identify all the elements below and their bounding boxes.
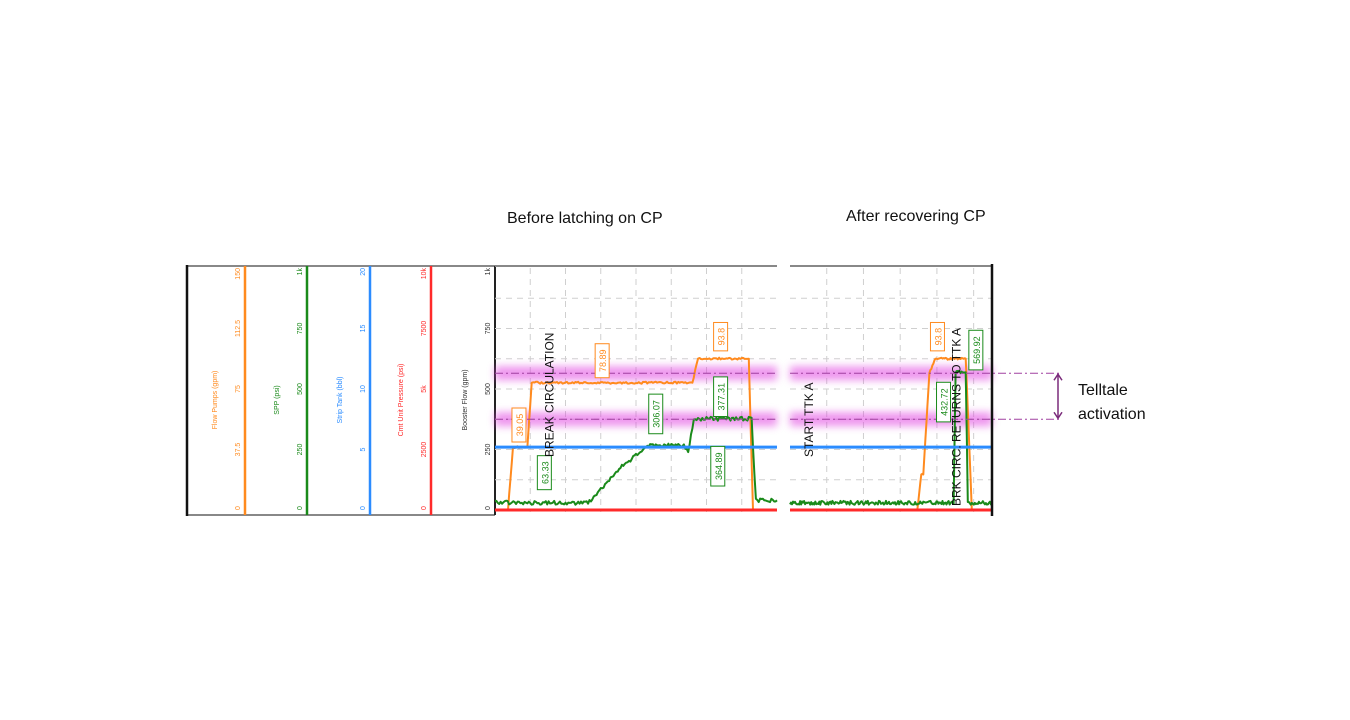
axis-tick-label: 150 [235, 268, 242, 280]
series-line-spp [789, 369, 993, 506]
axis-tick-label: 0 [360, 506, 367, 510]
series-line-flow [495, 356, 777, 511]
value-label-text: 377.31 [717, 383, 727, 411]
before-title: Before latching on CP [507, 210, 663, 227]
value-label-text: 39.05 [515, 414, 525, 437]
axis-tick-label: 250 [297, 444, 304, 456]
value-label-box [929, 321, 945, 352]
value-label: 569.92 [968, 329, 984, 371]
value-label-text: 93.8 [933, 328, 943, 346]
axis-tick-label: 0 [485, 506, 492, 510]
telltale-label: Telltale activation [1078, 382, 1146, 423]
axis-title-strip: Strip Tank (bbl) [337, 377, 344, 424]
value-label-box [648, 393, 664, 435]
value-label-text: 569.92 [972, 336, 982, 364]
value-label-box [936, 381, 952, 423]
axis-title-booster: Booster Flow (gpm) [462, 369, 469, 430]
value-label-box [511, 407, 527, 443]
axis-tick-label: 75 [235, 385, 242, 393]
value-label: 306.07 [648, 393, 664, 435]
value-label: 63.33 [536, 455, 552, 491]
axis-tick-label: 0 [421, 506, 428, 510]
value-label: 377.31 [713, 376, 729, 417]
after-title: After recovering CP [846, 208, 986, 225]
value-label: 93.8 [713, 321, 729, 352]
axis-tick-label: 250 [485, 444, 492, 456]
value-label-text: 78.89 [598, 349, 608, 372]
value-label: 78.89 [594, 343, 610, 379]
axis-tick-label: 10 [360, 385, 367, 393]
value-label: 93.8 [929, 321, 945, 352]
axis-tick-label: 500 [485, 383, 492, 395]
axis-title-flow: Flow Pumps (gpm) [212, 371, 219, 430]
axis-tick-label: 20 [360, 268, 367, 276]
axis-tick-label: 2500 [421, 442, 428, 458]
axis-tick-label: 0 [297, 506, 304, 510]
axis-tick-label: 1k [485, 268, 492, 276]
value-label: 364.89 [710, 445, 726, 487]
axis-title-spp: SPP (psi) [274, 385, 281, 414]
axis-title-cmt: Cmt Unit Pressure (psi) [398, 364, 405, 437]
event-label: START TTK A [802, 383, 816, 457]
axis-tick-label: 1k [297, 268, 304, 276]
panel-2: 93.8 432.72 569.92 START TTK A BRK CIRC. RET… [789, 265, 1060, 512]
value-label-box [710, 445, 726, 487]
value-label-text: 63.33 [540, 461, 550, 484]
axis-tick-label: 500 [297, 383, 304, 395]
value-label-box [594, 343, 610, 379]
axis-tick-label: 750 [297, 323, 304, 335]
value-label: 39.05 [511, 407, 527, 443]
axis-tick-label: 750 [485, 323, 492, 335]
event-label: BRK CIRC. RETURNS TO TTK A [950, 328, 964, 506]
axis-tick-label: 7500 [421, 321, 428, 337]
arrow-down-icon [1053, 411, 1063, 420]
value-label-box [536, 455, 552, 491]
panel-1: 39.05 78.89 93.8 63.33 306.07 377.31 364.89 BRE… [494, 265, 778, 512]
axis-tick-label: 0 [235, 506, 242, 510]
axis-tick-label: 5 [360, 447, 367, 451]
arrow-up-icon [1053, 372, 1063, 381]
value-label-box [713, 321, 729, 352]
axis-tick-label: 37.5 [235, 443, 242, 457]
value-label-text: 93.8 [717, 328, 727, 346]
axis-tick-label: 10k [421, 268, 428, 280]
value-label-text: 306.07 [652, 400, 662, 428]
axis-tick-label: 15 [360, 325, 367, 333]
axis-tick-label: 5k [421, 385, 428, 393]
value-label-text: 364.89 [714, 452, 724, 480]
axis-tick-label: 112.5 [235, 320, 242, 337]
value-label-text: 432.72 [940, 388, 950, 416]
value-label: 432.72 [936, 381, 952, 423]
value-label-box [968, 329, 984, 371]
value-label-box [713, 376, 729, 417]
event-label: BREAK CIRCULATION [543, 333, 557, 457]
